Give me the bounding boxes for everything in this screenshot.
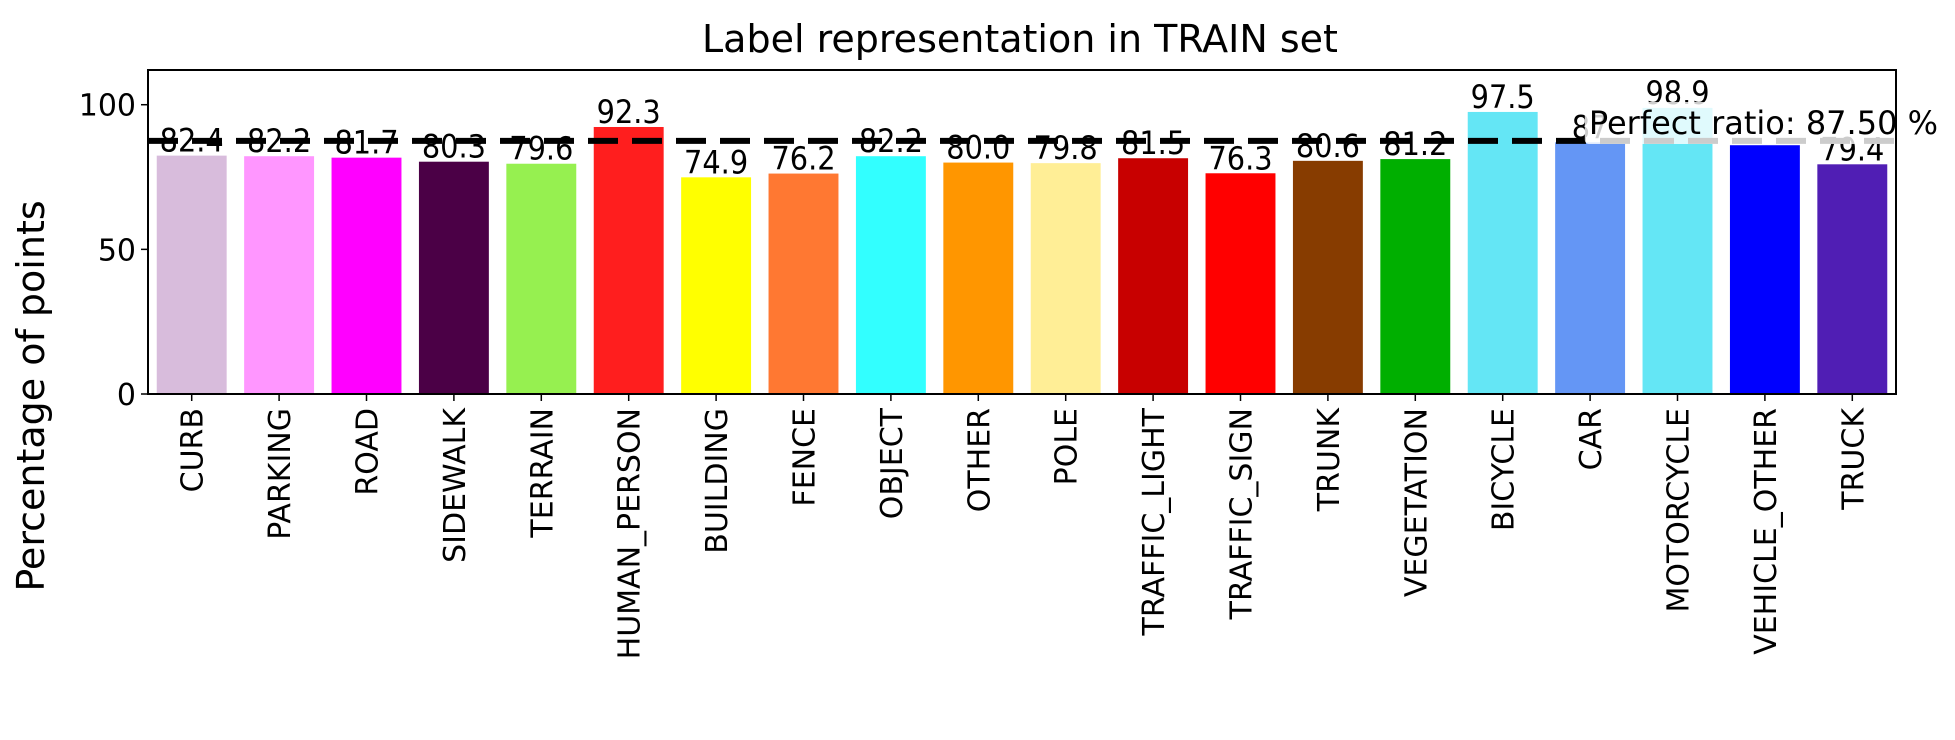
data-label-trunk: 80.6 — [1296, 127, 1360, 165]
bar-trunk — [1292, 160, 1363, 394]
x-tick-label-bicycle: BICYCLE — [1487, 408, 1522, 531]
reference-line-group: Perfect ratio: 87.50 % — [148, 102, 1942, 144]
bar-curb — [156, 155, 227, 394]
y-axis-label: Percentage of points — [9, 200, 53, 591]
chart-title: Label representation in TRAIN set — [702, 17, 1338, 61]
perfect-ratio-label: Perfect ratio: 87.50 % — [1589, 104, 1938, 142]
bar-bicycle — [1467, 111, 1538, 395]
bar-vehicle-other — [1729, 145, 1800, 394]
bar-traffic-light — [1118, 158, 1189, 394]
data-label-other: 80.0 — [946, 129, 1010, 167]
x-tick-label-terrain: TERRAIN — [525, 408, 560, 539]
perfect-ratio-label-box — [1584, 102, 1942, 144]
data-label-human-person: 92.3 — [597, 93, 661, 131]
data-label-fence: 76.2 — [771, 140, 835, 178]
x-tick-label-sidewalk: SIDEWALK — [438, 407, 473, 563]
x-tick-label-human-person: HUMAN_PERSON — [613, 408, 648, 659]
y-tick-label: 100 — [79, 89, 136, 124]
bar-fence — [768, 173, 839, 394]
x-tick-label-truck: TRUCK — [1836, 407, 1871, 511]
x-tick-label-trunk: TRUNK — [1312, 407, 1347, 513]
data-label-pole: 79.8 — [1034, 129, 1098, 167]
data-label-bicycle: 97.5 — [1471, 78, 1535, 116]
x-tick-label-curb: CURB — [176, 408, 211, 492]
bar-sidewalk — [418, 161, 489, 394]
bar-pole — [1030, 163, 1101, 394]
bar-vegetation — [1380, 159, 1451, 394]
x-tick-label-vegetation: VEGETATION — [1399, 408, 1434, 597]
data-label-terrain: 79.6 — [509, 130, 573, 168]
x-tick-label-vehicle-other: VEHICLE_OTHER — [1749, 408, 1784, 655]
x-tick-label-fence: FENCE — [788, 408, 823, 507]
bar-parking — [244, 156, 315, 394]
bar-road — [331, 157, 402, 394]
bar-motorcycle — [1642, 107, 1713, 395]
x-tick-label-parking: PARKING — [263, 408, 298, 540]
bar-object — [855, 156, 926, 394]
bar-car — [1555, 142, 1626, 394]
x-tick-label-building: BUILDING — [700, 408, 735, 554]
bar-terrain — [506, 163, 577, 394]
plot-frame — [147, 69, 1897, 395]
data-label-sidewalk: 80.3 — [422, 128, 486, 166]
data-label-traffic-sign: 76.3 — [1208, 139, 1272, 177]
y-axis: 0 50 100 — [79, 89, 148, 413]
y-tick-label: 0 — [117, 378, 136, 413]
data-label-vegetation: 81.2 — [1383, 125, 1447, 163]
x-tick-label-road: ROAD — [351, 408, 386, 496]
bar-traffic-sign — [1205, 173, 1276, 394]
x-tick-label-other: OTHER — [962, 408, 997, 512]
x-tick-label-motorcycle: MOTORCYCLE — [1662, 408, 1697, 613]
x-tick-label-traffic-sign: TRAFFIC_SIGN — [1225, 408, 1260, 620]
data-label-building: 74.9 — [684, 143, 748, 181]
x-tick-label-traffic-light: TRAFFIC_LIGHT — [1137, 407, 1172, 636]
x-axis: CURB PARKING ROAD SIDEWALK TERRAIN HUMAN_PERS… — [176, 394, 1871, 659]
bar-truck — [1817, 164, 1888, 394]
bar-human-person — [593, 126, 664, 394]
x-tick-label-object: OBJECT — [875, 407, 910, 519]
x-tick-label-pole: POLE — [1050, 408, 1085, 485]
x-tick-label-car: CAR — [1574, 408, 1609, 470]
bar-building — [681, 177, 752, 394]
y-tick-label: 50 — [98, 233, 136, 268]
bar-other — [943, 162, 1014, 394]
bars-group — [156, 107, 1888, 395]
